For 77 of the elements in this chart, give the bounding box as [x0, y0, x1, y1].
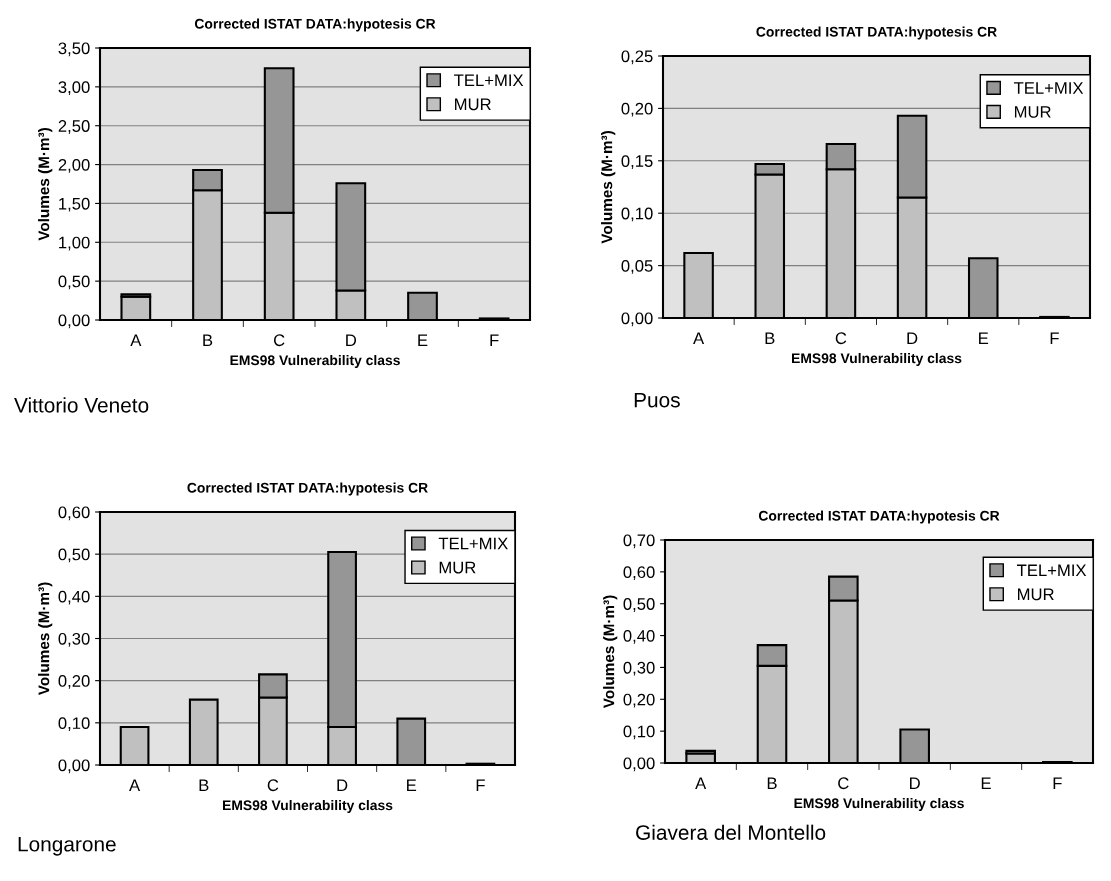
legend-label: MUR — [1018, 588, 1054, 601]
y-tick-label: 0,50 — [58, 275, 90, 290]
text: Puos — [634, 392, 680, 408]
x-tick-label: B — [765, 332, 775, 344]
y-tick-label: 0,00 — [58, 759, 90, 774]
y-axis-title: Volumes (M·m³) — [38, 582, 53, 696]
x-tick-label: C — [267, 779, 279, 792]
y-tick-label: 0,10 — [623, 725, 655, 740]
legend-label: TEL+MIX — [438, 537, 508, 550]
x-axis-title: EMS98 Vulnerability class — [794, 797, 964, 811]
x-tick-label: F — [476, 779, 485, 791]
y-tick-label: 0,60 — [623, 566, 655, 581]
y-tick-label: 1,50 — [59, 197, 90, 212]
y-tick-label: 0,70 — [623, 534, 655, 549]
chart-title: Corrected ISTAT DATA:hypotesis CR — [756, 26, 997, 40]
x-tick-label: C — [838, 777, 849, 790]
y-tick-label: 0,30 — [623, 661, 655, 676]
x-tick-label: C — [835, 332, 847, 345]
x-tick-label: F — [1053, 777, 1062, 789]
x-tick-label: C — [273, 334, 285, 347]
y-tick-label: 0,10 — [621, 207, 653, 222]
x-tick-label: E — [981, 777, 991, 789]
y-tick-label: 0,50 — [623, 598, 655, 612]
y-tick-label: 1,00 — [59, 236, 90, 251]
y-tick-label: 0,40 — [623, 629, 655, 644]
x-tick-label: F — [1050, 332, 1059, 344]
chart-title: Corrected ISTAT DATA:hypotesis CR — [194, 18, 436, 32]
x-tick-label: B — [767, 777, 777, 789]
x-tick-label: A — [129, 779, 141, 791]
y-axis-title: Volumes (M·m³) — [603, 595, 618, 709]
y-axis-title: Volumes (M·m³) — [601, 131, 616, 244]
y-tick-label: 0,15 — [621, 155, 653, 169]
x-tick-label: B — [203, 334, 213, 346]
legend-label: TEL+MIX — [1017, 564, 1087, 577]
x-tick-label: D — [907, 332, 918, 344]
x-axis-title: EMS98 Vulnerability class — [223, 799, 393, 813]
x-tick-label: E — [418, 334, 428, 346]
text: Giavera del Montello — [636, 824, 826, 840]
x-tick-label: D — [910, 777, 920, 789]
y-tick-label: 0,30 — [58, 632, 90, 647]
y-tick-label: 0,05 — [621, 260, 653, 274]
text: Vittorio Veneto — [14, 397, 149, 413]
y-tick-label: 0,00 — [621, 312, 653, 327]
x-tick-label: D — [337, 779, 348, 791]
y-tick-label: 0,10 — [58, 717, 90, 732]
y-tick-label: 0,20 — [58, 675, 90, 689]
x-tick-label: E — [979, 332, 989, 344]
legend-label: MUR — [1014, 106, 1051, 118]
x-tick-label: A — [130, 334, 142, 346]
legend-label: MUR — [439, 561, 476, 574]
y-tick-label: 3,50 — [58, 42, 90, 57]
y-tick-label: 0,50 — [58, 548, 90, 563]
y-tick-label: 2,50 — [58, 120, 90, 134]
x-tick-label: E — [407, 779, 417, 791]
y-tick-label: 3,00 — [58, 81, 90, 96]
x-tick-label: D — [346, 334, 357, 346]
x-tick-label: A — [695, 777, 707, 789]
y-tick-label: 0,20 — [623, 693, 655, 708]
chart-title: Corrected ISTAT DATA:hypotesis CR — [758, 510, 1000, 524]
x-tick-label: B — [199, 779, 209, 791]
y-tick-label: 0,40 — [58, 590, 90, 605]
legend-label: TEL+MIX — [454, 74, 524, 87]
y-axis-title: Volumes (M·m³) — [38, 128, 53, 241]
x-axis-title: EMS98 Vulnerability class — [230, 354, 400, 368]
x-tick-label: F — [490, 334, 499, 346]
legend-label: MUR — [455, 98, 491, 111]
y-tick-label: 0,25 — [621, 50, 653, 65]
y-tick-label: 0,00 — [58, 314, 90, 329]
y-tick-label: 2,00 — [58, 158, 90, 173]
y-tick-label: 0,20 — [621, 102, 653, 117]
legend-label: TEL+MIX — [1013, 82, 1084, 94]
y-tick-label: 0,00 — [623, 757, 655, 772]
y-tick-label: 0,60 — [58, 506, 90, 521]
chart-title: Corrected ISTAT DATA:hypotesis CR — [187, 482, 428, 496]
text: Longarone — [18, 837, 116, 856]
x-axis-title: EMS98 Vulnerability class — [792, 352, 962, 366]
x-tick-label: A — [693, 332, 705, 344]
